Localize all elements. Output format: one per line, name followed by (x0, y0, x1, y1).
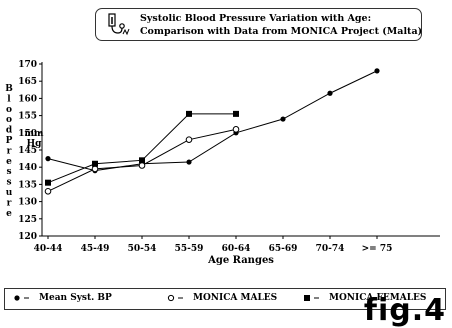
series-line-2 (47, 113, 236, 184)
chart-title-line-2: Comparison with Data from MONICA Project… (140, 26, 423, 37)
y-axis-title-letter: B (5, 84, 13, 94)
x-tick-label: 40-44 (34, 244, 63, 254)
y-tick-label: 135 (18, 180, 37, 190)
data-point-open-circle (138, 162, 146, 169)
y-axis-title-letter: e (6, 157, 12, 167)
chart-title-line-1: Systolic Blood Pressure Variation with A… (140, 13, 372, 24)
x-tick-label: 55-59 (175, 244, 204, 254)
data-point-filled-circle (327, 90, 333, 96)
y-tick-label: 170 (18, 60, 37, 70)
x-tick-label: 70-74 (316, 244, 345, 254)
y-axis-title-letter: d (6, 126, 13, 136)
y-tick-label: 145 (18, 146, 37, 156)
chart-legend: Mean Syst. BP MONICA MALES MONICA FEMALE… (4, 288, 446, 310)
data-point-open-circle (232, 126, 240, 133)
y-axis-title-letter: o (6, 115, 12, 125)
legend-item-mean: Mean Syst. BP (13, 293, 112, 303)
legend-filled-circle-icon (14, 294, 29, 301)
y-axis-title-letter: s (6, 178, 11, 188)
x-axis-title: Age Ranges (207, 255, 274, 266)
y-tick-label: 125 (18, 215, 37, 225)
legend-label-females: MONICA FEMALES (329, 293, 427, 303)
y-tick-label: 160 (18, 94, 37, 104)
legend-item-females: MONICA FEMALES (303, 293, 426, 303)
y-axis-title-letter: o (6, 105, 12, 115)
data-point-square (186, 110, 192, 117)
y-axis-title-letter: u (6, 188, 13, 198)
data-point-open-circle (91, 165, 99, 173)
y-axis-unit: mm Hg (24, 129, 44, 149)
x-tick-label: 50-54 (128, 244, 157, 254)
y-axis-title-letter: s (6, 167, 11, 177)
data-point-square (233, 110, 239, 117)
legend-label-mean: Mean Syst. BP (39, 293, 112, 303)
legend-filled-square-icon (304, 294, 319, 301)
x-tick-label: >= 75 (362, 244, 393, 254)
data-point-square (139, 157, 145, 164)
series-line-0 (47, 70, 378, 172)
y-axis-title-letter: r (7, 198, 12, 208)
y-tick-label: 140 (18, 163, 37, 173)
y-tick-label: 150 (18, 129, 37, 139)
x-tick-label: 45-49 (81, 244, 110, 254)
x-axis-ticks: 40-44 45-49 50-54 55-59 60-64 65-69 70-74 >= 75 (34, 236, 393, 254)
y-axis-title-letter: e (6, 209, 12, 219)
data-point-filled-circle (280, 116, 286, 122)
x-tick-label: 65-69 (269, 244, 298, 254)
y-tick-label: 120 (18, 232, 37, 242)
data-point-filled-circle (186, 159, 192, 165)
data-point-square (45, 179, 51, 186)
figure-label: fig.4 (363, 293, 446, 328)
y-tick-label: 155 (18, 112, 37, 122)
x-tick-label: 60-64 (222, 244, 251, 254)
series-points (44, 68, 380, 195)
y-axis-title-letter: P (6, 136, 13, 146)
legend-open-circle-icon (167, 294, 183, 301)
data-point-open-circle (185, 136, 193, 143)
data-point-filled-circle (374, 68, 380, 74)
legend-label-males: MONICA MALES (193, 293, 278, 303)
y-tick-label: 130 (18, 198, 37, 208)
legend-item-males: MONICA MALES (167, 293, 277, 303)
chart-axes (41, 62, 440, 237)
y-axis-title-letter: r (7, 146, 12, 156)
data-point-filled-circle (45, 156, 51, 162)
series-lines (47, 70, 378, 192)
chart-title-box: Systolic Blood Pressure Variation with A… (95, 8, 422, 41)
chart-logo-icon (108, 13, 130, 36)
y-axis-ticks: 120 125 130 135 140 145 150 155 160 165 170 (18, 60, 42, 242)
data-point-open-circle (44, 187, 52, 195)
data-point-square (92, 160, 98, 167)
y-tick-label: 165 (18, 77, 37, 87)
y-axis-title-letter: l (7, 94, 11, 104)
